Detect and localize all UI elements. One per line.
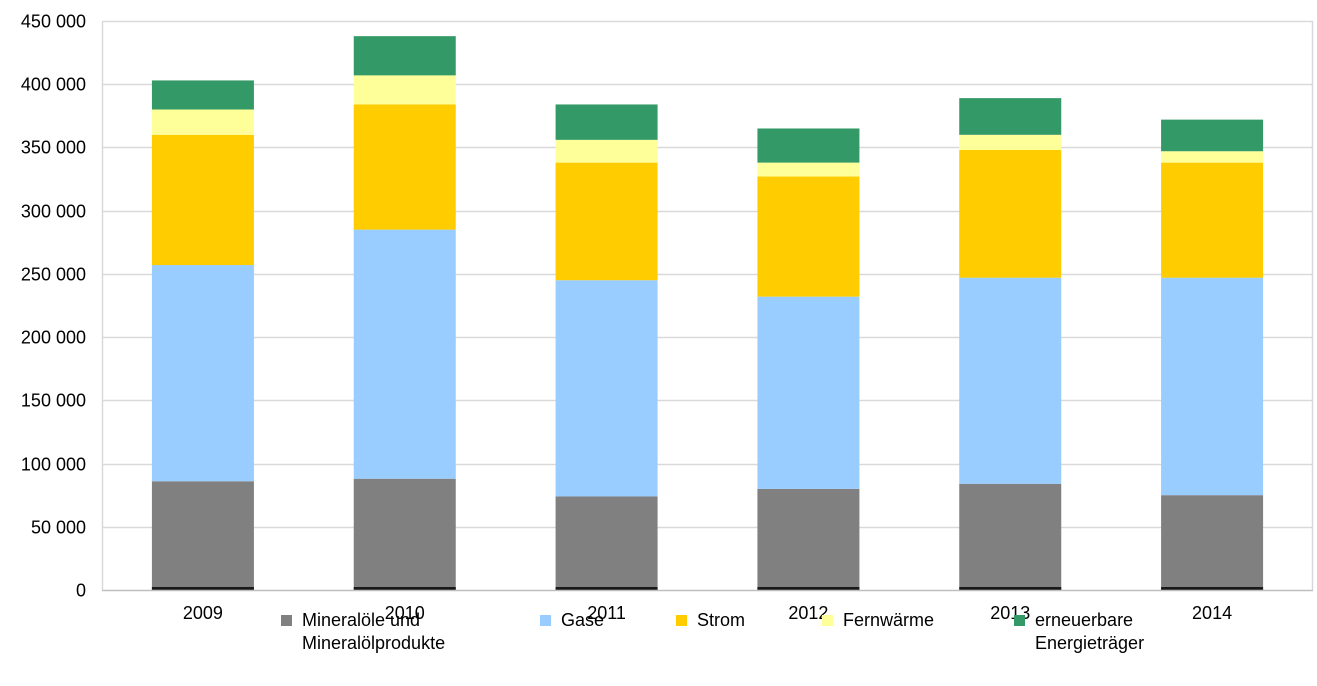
legend-label-strom: Strom	[697, 609, 745, 632]
bar-segment	[555, 280, 658, 497]
legend-item-gase: Gase	[540, 609, 604, 632]
bar-base	[353, 587, 456, 590]
legend-label-mineraloele: Mineralöle und Mineralölprodukte	[302, 609, 445, 655]
bar-segment	[151, 109, 254, 135]
bar-segment	[353, 36, 456, 76]
y-tick-label: 200 000	[21, 328, 86, 348]
legend-label-line: Mineralölprodukte	[302, 633, 446, 653]
legend-label-line: erneuerbare	[1035, 610, 1134, 630]
x-tick-label: 2012	[788, 603, 828, 623]
bar-segment	[151, 481, 254, 590]
bar-segment	[555, 162, 658, 281]
bar-segment	[1161, 277, 1264, 496]
y-tick-label: 50 000	[31, 518, 86, 538]
bar-segment	[353, 229, 456, 479]
bar-segment	[1161, 495, 1264, 590]
bar-base	[757, 587, 860, 590]
y-tick-label: 350 000	[21, 138, 86, 158]
legend-item-erneuerbare: erneuerbare Energieträger	[1014, 609, 1144, 655]
y-tick-label: 150 000	[21, 391, 86, 411]
bar-segment	[757, 488, 860, 590]
bar-segment	[757, 296, 860, 489]
x-tick-label: 2014	[1192, 603, 1232, 623]
y-tick-label: 400 000	[21, 75, 86, 95]
legend-item-fernwaerme: Fernwärme	[822, 609, 934, 632]
legend: Mineralöle und Mineralölprodukte Gase St…	[0, 609, 1317, 686]
bar-segment	[555, 104, 658, 140]
bar-segment	[959, 277, 1062, 484]
y-tick-label: 100 000	[21, 455, 86, 475]
x-tick-label: 2011	[587, 603, 626, 623]
legend-label-gase: Gase	[561, 609, 604, 632]
legend-swatch-gase	[540, 615, 551, 626]
bars	[151, 36, 1264, 590]
bar-segment	[959, 149, 1062, 278]
bar-segment	[151, 80, 254, 110]
bar-segment	[353, 75, 456, 105]
legend-label-line: Energieträger	[1035, 633, 1145, 653]
bar-base	[959, 587, 1062, 590]
y-axis-tick-labels: 0 50 000 100 000 150 000 200 000 250 000 300 0…	[21, 12, 86, 601]
bar-segment	[757, 162, 860, 177]
legend-item-strom: Strom	[676, 609, 745, 632]
legend-label-line: Strom	[697, 610, 746, 630]
bar-segment	[959, 98, 1062, 135]
bar-segment	[555, 139, 658, 163]
legend-swatch-mineraloele	[281, 615, 292, 626]
legend-label-line: Mineralöle und	[302, 610, 421, 630]
bar-segment	[555, 496, 658, 590]
legend-label-line: Fernwärme	[843, 610, 935, 630]
bar-segment	[757, 128, 860, 163]
bar-segment	[757, 176, 860, 297]
bar-segment	[353, 104, 456, 230]
bar-segment	[959, 134, 1062, 150]
legend-item-mineraloele: Mineralöle und Mineralölprodukte	[281, 609, 445, 655]
bar-segment	[1161, 151, 1264, 163]
bar-base	[555, 587, 658, 590]
x-tick-label: 2010	[385, 603, 425, 623]
bar-segment	[151, 134, 254, 266]
bar-segment	[959, 483, 1062, 590]
legend-label-erneuerbare: erneuerbare Energieträger	[1035, 609, 1144, 655]
bar-segment	[1161, 162, 1264, 278]
y-tick-label: 450 000	[21, 12, 86, 32]
bar-segment	[1161, 119, 1264, 152]
gridlines	[102, 20, 1313, 529]
bar-base	[1161, 587, 1264, 590]
legend-swatch-erneuerbare	[1014, 615, 1025, 626]
y-tick-label: 0	[76, 581, 86, 601]
axes	[101, 21, 1314, 592]
x-tick-label: 2009	[183, 603, 223, 623]
bar-segment	[151, 265, 254, 482]
y-tick-label: 300 000	[21, 202, 86, 222]
legend-label-line: Gase	[561, 610, 605, 630]
legend-swatch-strom	[676, 615, 687, 626]
legend-label-fernwaerme: Fernwärme	[843, 609, 934, 632]
y-tick-label: 250 000	[21, 265, 86, 285]
bar-segment	[353, 478, 456, 590]
legend-swatch-fernwaerme	[822, 615, 833, 626]
bar-base	[151, 587, 254, 590]
